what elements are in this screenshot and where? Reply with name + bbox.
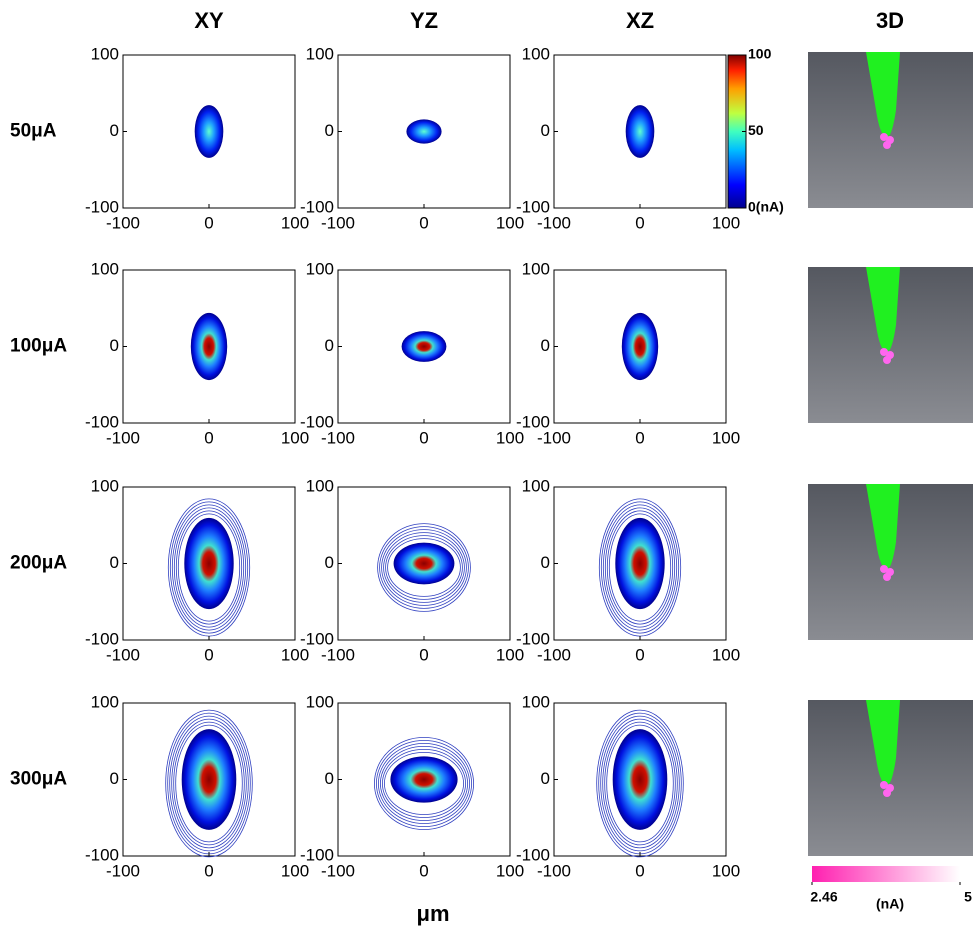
- contour-fill: [184, 518, 233, 609]
- contour-fill: [615, 518, 664, 609]
- y-tick-label: 100: [306, 44, 334, 63]
- colorbar-3d-unit: (nA): [876, 896, 904, 912]
- colorbar-3d: [812, 866, 960, 882]
- column-title: XZ: [626, 8, 654, 33]
- y-tick-label: -100: [516, 412, 550, 431]
- y-tick-label: 100: [91, 259, 119, 278]
- y-tick-label: 100: [91, 44, 119, 63]
- y-tick-label: 0: [325, 336, 334, 355]
- y-tick-label: 0: [541, 121, 550, 140]
- y-tick-label: 100: [522, 692, 550, 711]
- activation: [883, 141, 891, 149]
- y-tick-label: 0: [110, 336, 119, 355]
- row-label: 100μA: [10, 336, 67, 357]
- contour-fill: [191, 313, 227, 380]
- x-tick-label: 0: [204, 861, 213, 880]
- x-tick-label: 0: [419, 645, 428, 664]
- contour-fill: [390, 756, 457, 802]
- x-axis-label: μm: [416, 901, 449, 926]
- x-tick-label: 0: [204, 213, 213, 232]
- contour-fill: [402, 331, 447, 362]
- x-tick-label: 100: [712, 861, 740, 880]
- y-tick-label: -100: [85, 629, 119, 648]
- activation: [883, 573, 891, 581]
- render-3d: [808, 700, 973, 856]
- colorbar-label: 0(nA): [748, 199, 784, 215]
- colorbar-3d-label: 5: [964, 889, 972, 905]
- colorbar-label: 100: [748, 46, 772, 62]
- x-tick-label: 0: [204, 645, 213, 664]
- render-3d: [808, 267, 973, 423]
- contour-fill: [394, 543, 455, 585]
- row-label: 300μA: [10, 769, 67, 790]
- x-tick-label: 0: [635, 645, 644, 664]
- contour-fill: [626, 105, 655, 158]
- x-tick-label: 0: [204, 428, 213, 447]
- render-3d: [808, 484, 973, 640]
- row-label: 50μA: [10, 121, 57, 142]
- y-tick-label: 0: [110, 769, 119, 788]
- y-tick-label: -100: [516, 197, 550, 216]
- y-tick-label: 100: [306, 259, 334, 278]
- y-tick-label: 100: [91, 692, 119, 711]
- y-tick-label: 100: [522, 44, 550, 63]
- contour-fill: [406, 119, 441, 143]
- contour-fill: [613, 729, 668, 830]
- y-tick-label: -100: [300, 197, 334, 216]
- row-label: 200μA: [10, 553, 67, 574]
- y-tick-label: 100: [306, 476, 334, 495]
- y-tick-label: 0: [110, 121, 119, 140]
- x-tick-label: 0: [419, 428, 428, 447]
- y-tick-label: 0: [325, 121, 334, 140]
- y-tick-label: -100: [85, 197, 119, 216]
- column-title: XY: [194, 8, 224, 33]
- y-tick-label: 100: [306, 692, 334, 711]
- contour-fill: [195, 105, 224, 158]
- x-tick-label: 100: [712, 645, 740, 664]
- y-tick-label: 100: [522, 476, 550, 495]
- y-tick-label: -100: [516, 845, 550, 864]
- x-tick-label: 0: [635, 861, 644, 880]
- figure: XY YZ XZ 3D 50μA -100 0 100 -100 0 100 -100 0 100 -100…: [0, 0, 973, 930]
- y-tick-label: 0: [325, 769, 334, 788]
- y-tick-label: -100: [300, 845, 334, 864]
- y-tick-label: -100: [85, 845, 119, 864]
- y-tick-label: 0: [325, 553, 334, 572]
- y-tick-label: -100: [300, 412, 334, 431]
- colorbar-label: 50: [748, 122, 764, 138]
- y-tick-label: 0: [541, 336, 550, 355]
- y-tick-label: 100: [91, 476, 119, 495]
- render-3d: [808, 52, 973, 208]
- y-tick-label: -100: [85, 412, 119, 431]
- y-tick-label: -100: [300, 629, 334, 648]
- x-tick-label: 0: [419, 213, 428, 232]
- contour-fill: [182, 729, 237, 830]
- activation: [883, 789, 891, 797]
- x-tick-label: 0: [419, 861, 428, 880]
- activation: [883, 356, 891, 364]
- colorbar-3d-label: 2.46: [810, 889, 837, 905]
- x-tick-label: 100: [712, 428, 740, 447]
- column-title: 3D: [876, 8, 904, 33]
- x-tick-label: 0: [635, 213, 644, 232]
- y-tick-label: -100: [516, 629, 550, 648]
- x-tick-label: 100: [712, 213, 740, 232]
- y-tick-label: 100: [522, 259, 550, 278]
- contour-fill: [622, 313, 658, 380]
- y-tick-label: 0: [541, 769, 550, 788]
- column-title: YZ: [410, 8, 438, 33]
- x-tick-label: 0: [635, 428, 644, 447]
- y-tick-label: 0: [541, 553, 550, 572]
- y-tick-label: 0: [110, 553, 119, 572]
